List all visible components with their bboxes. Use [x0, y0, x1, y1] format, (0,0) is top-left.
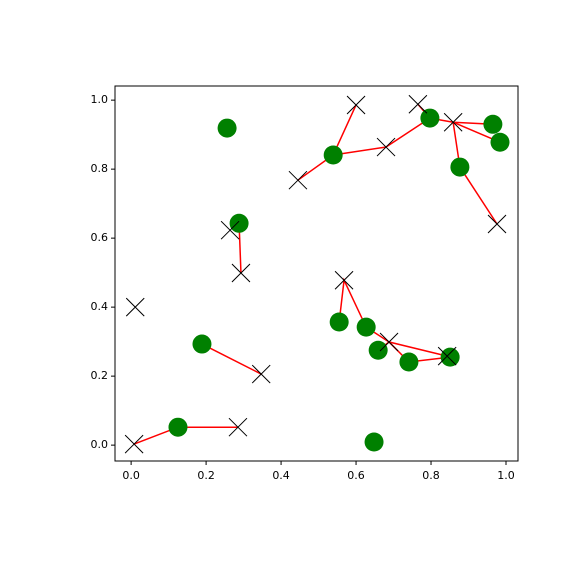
y-tick-label: 0.4 — [91, 300, 109, 313]
x-marker — [487, 214, 507, 234]
circle-marker — [168, 417, 188, 437]
circle-marker — [229, 213, 249, 233]
circle-marker — [192, 334, 212, 354]
circle-marker — [450, 157, 470, 177]
x-marker — [437, 346, 457, 366]
x-marker — [124, 434, 144, 454]
x-marker — [220, 220, 240, 240]
circle-marker — [329, 312, 349, 332]
x-tick-label: 0.8 — [422, 469, 440, 482]
x-marker — [408, 94, 428, 114]
circle-marker — [356, 317, 376, 337]
x-marker — [379, 332, 399, 352]
x-marker — [231, 263, 251, 283]
x-tick-label: 1.0 — [497, 469, 515, 482]
plot-frame — [114, 85, 519, 462]
circle-marker — [399, 352, 419, 372]
circle-marker — [217, 118, 237, 138]
x-marker — [228, 417, 248, 437]
circle-marker — [364, 432, 384, 452]
x-marker — [334, 270, 354, 290]
x-marker — [443, 112, 463, 132]
y-tick-label: 0.0 — [91, 438, 109, 451]
circle-marker — [368, 340, 388, 360]
x-tick-label: 0.6 — [347, 469, 365, 482]
circle-marker — [323, 145, 343, 165]
circle-marker — [440, 347, 460, 367]
connection-line — [201, 343, 262, 375]
y-tick-label: 0.2 — [91, 369, 109, 382]
x-marker — [346, 95, 366, 115]
y-tick-label: 1.0 — [91, 93, 109, 106]
x-marker — [288, 170, 308, 190]
x-marker — [125, 297, 145, 317]
x-marker — [251, 364, 271, 384]
x-tick-label: 0.2 — [197, 469, 215, 482]
x-tick-label: 0.4 — [272, 469, 290, 482]
x-marker — [376, 137, 396, 157]
y-tick-label: 0.6 — [91, 231, 109, 244]
circle-marker — [483, 114, 503, 134]
x-tick-label: 0.0 — [122, 469, 140, 482]
y-tick-label: 0.8 — [91, 162, 109, 175]
circle-marker — [490, 132, 510, 152]
circle-marker — [420, 108, 440, 128]
